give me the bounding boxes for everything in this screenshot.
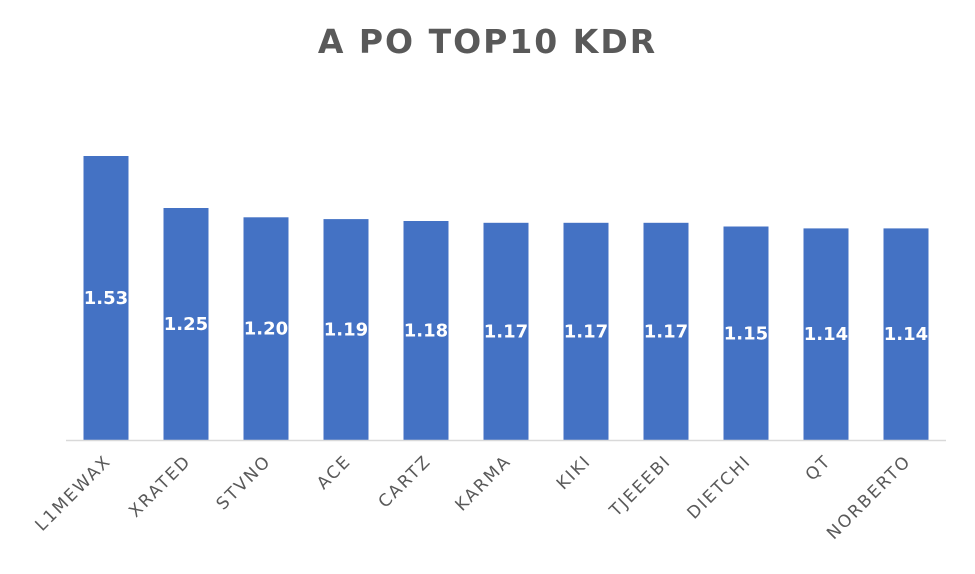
data-label: 1.53 (84, 288, 128, 309)
data-label: 1.17 (484, 321, 528, 342)
x-tick-label: CARTZ (375, 451, 436, 512)
data-label: 1.17 (644, 321, 688, 342)
data-label: 1.20 (244, 319, 288, 340)
bar-karma (483, 222, 529, 440)
x-tick-label: QT (802, 451, 836, 485)
x-tick-label: ACE (313, 451, 355, 493)
x-tick-label: TJEEEBI (605, 451, 675, 521)
x-tick-label: KARMA (451, 451, 515, 515)
data-label: 1.25 (164, 314, 208, 335)
bar-xrated (163, 208, 209, 440)
x-tick-label: NORBERTO (823, 451, 915, 543)
data-label: 1.14 (884, 324, 928, 345)
bar-cartz (403, 221, 449, 440)
x-tick-label: STVNO (213, 451, 276, 514)
bar-tjeeebi (643, 222, 689, 440)
bar-l1mewax (83, 156, 129, 440)
bar-ace (323, 219, 369, 440)
data-label: 1.14 (804, 324, 848, 345)
bar-qt (803, 228, 849, 440)
data-label: 1.15 (724, 323, 768, 344)
x-tick-label: L1MEWAX (31, 451, 115, 535)
x-tick-label: XRATED (125, 451, 195, 521)
bar-dietchi (723, 226, 769, 440)
data-label: 1.18 (404, 321, 448, 342)
x-tick-label: DIETCHI (683, 451, 755, 523)
x-tick-label: KIKI (553, 451, 596, 494)
data-label: 1.17 (564, 321, 608, 342)
bar-stvno (243, 217, 289, 440)
chart-title: A PO TOP10 KDR (317, 22, 658, 61)
data-label: 1.19 (324, 320, 368, 341)
bar-norberto (883, 228, 929, 440)
bar-kiki (563, 222, 609, 440)
